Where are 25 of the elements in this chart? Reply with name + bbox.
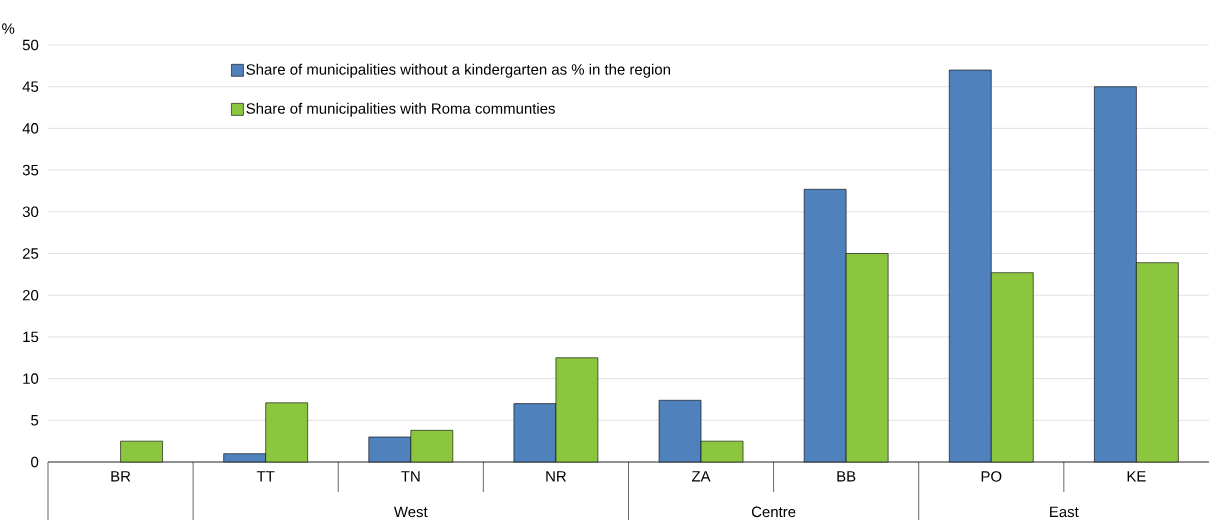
y-tick-label: 15 bbox=[23, 331, 39, 343]
text: East bbox=[1050, 506, 1079, 518]
x-tick-label: TT bbox=[256, 471, 275, 482]
x-tick-label: PO bbox=[981, 471, 1002, 482]
y-axis-title: % bbox=[2, 23, 15, 34]
legend-label: Share of municipalities with Roma communties bbox=[246, 102, 555, 117]
text: Centre bbox=[751, 506, 796, 518]
x-tick-label: ZA bbox=[691, 471, 711, 482]
y-tick-label: 0 bbox=[31, 456, 39, 468]
y-tick-label: 5 bbox=[31, 415, 39, 426]
x-tick-label: TN bbox=[401, 471, 420, 482]
y-tick-label: 45 bbox=[22, 81, 39, 92]
x-tick-label: BR bbox=[111, 471, 131, 482]
y-tick-label: 20 bbox=[22, 289, 39, 301]
x-tick-label: KE bbox=[1127, 471, 1146, 482]
y-tick-label: 40 bbox=[22, 123, 39, 134]
y-tick-label: 25 bbox=[22, 248, 39, 259]
y-tick-label: 30 bbox=[22, 206, 39, 218]
x-tick-label: BB bbox=[837, 471, 856, 482]
y-tick-label: 50 bbox=[22, 39, 39, 51]
y-tick-label: 10 bbox=[23, 373, 39, 384]
legend-label: Share of municipalities without a kindergarten as % in the region bbox=[246, 63, 670, 78]
text: West bbox=[393, 506, 428, 518]
y-tick-label: 35 bbox=[22, 164, 39, 176]
x-tick-label: NR bbox=[546, 471, 566, 482]
